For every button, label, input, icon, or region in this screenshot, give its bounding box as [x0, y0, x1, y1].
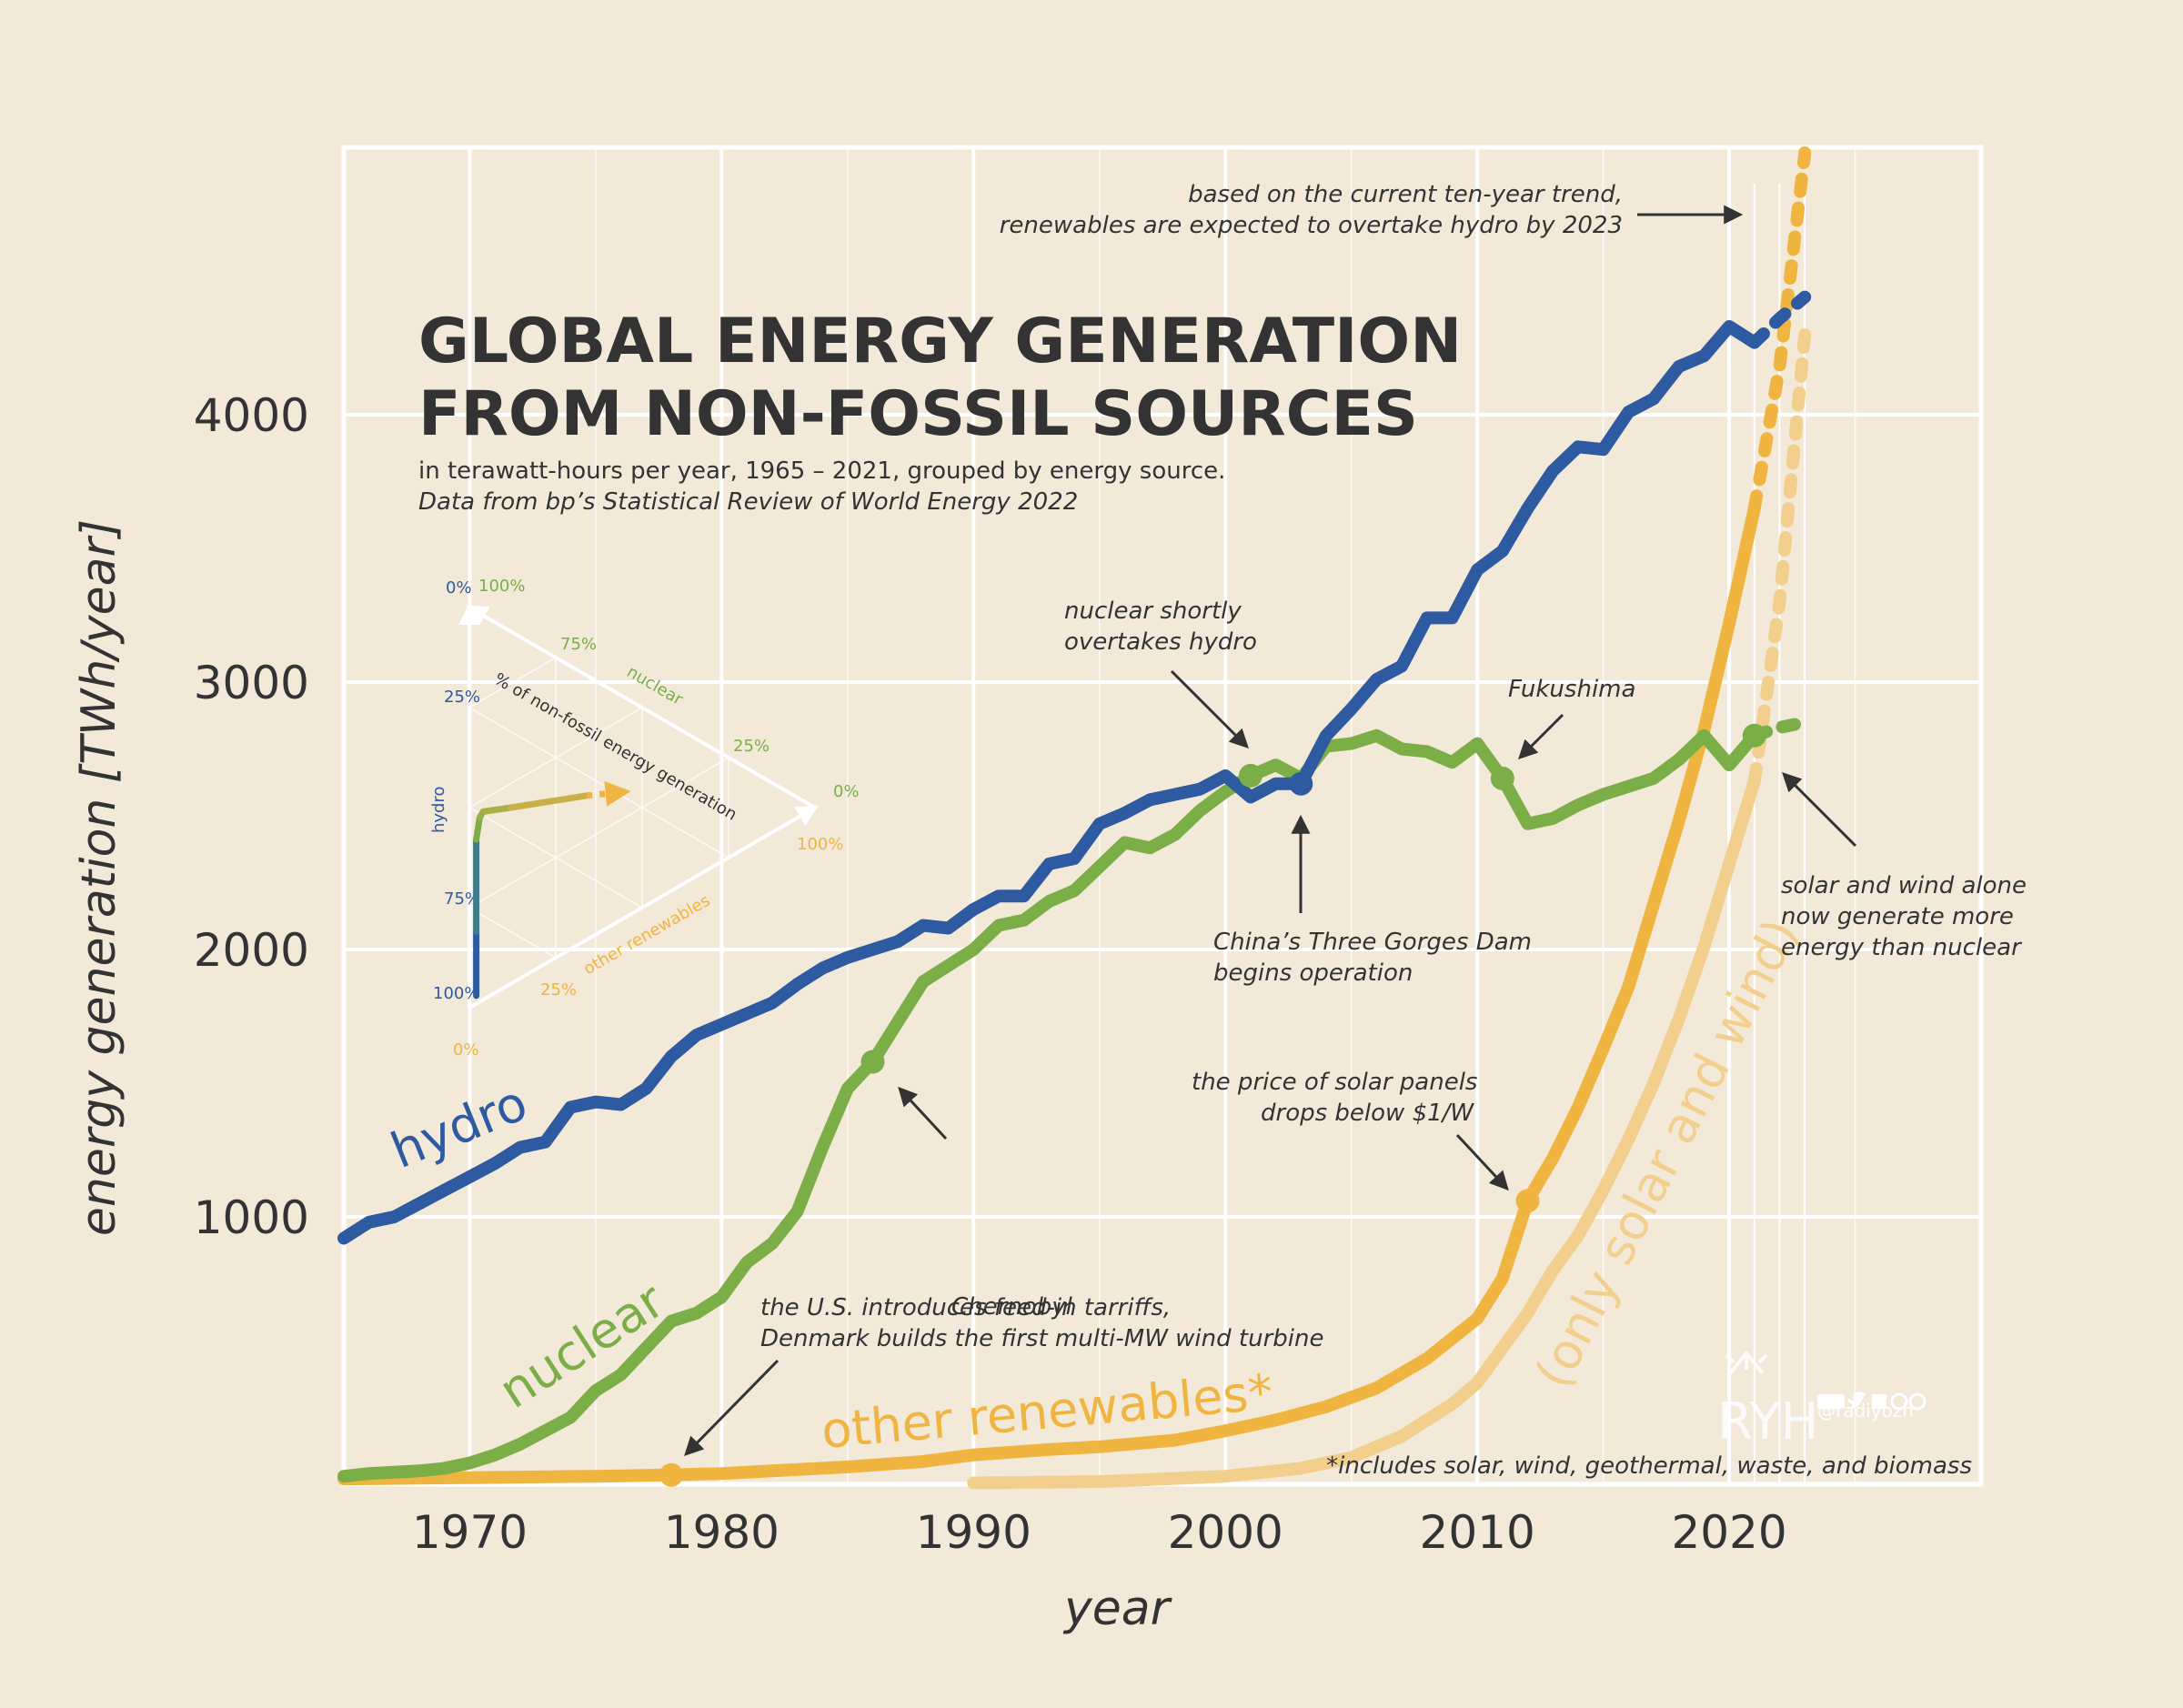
- annotation-solar-price-line-2: drops below $1/W: [1261, 1100, 1474, 1127]
- ternary-grid-line: [468, 707, 643, 809]
- ternary-grid-line: [468, 907, 557, 959]
- ticks: 1970 1980 1990 2000 2010 2020 1000 2000 3000 4000: [194, 389, 1787, 1559]
- annotation-fukushima: Fukushima: [1508, 676, 1635, 703]
- ternary-path: [473, 780, 631, 1000]
- credit-tree-icon: [1725, 1350, 1768, 1375]
- ternary-grid-line: [468, 707, 729, 859]
- twitter-icon[interactable]: [1847, 1392, 1866, 1409]
- series-layer: [337, 146, 1812, 1490]
- ternary-nuclear-tick-0: 0%: [833, 782, 860, 801]
- x-tick-label: 2010: [1420, 1506, 1535, 1559]
- behance-icon[interactable]: [1817, 1394, 1845, 1409]
- footnote: *includes solar, wind, geothermal, waste…: [1326, 1452, 1972, 1480]
- projection-line-hydro: [1747, 290, 1812, 349]
- arrow-nuclear-overtakes: [1170, 669, 1249, 749]
- subtitle-line-1: in terawatt-hours per year, 1965 – 2021,…: [418, 457, 1225, 485]
- ternary-other-tick-0: 0%: [453, 1040, 479, 1060]
- y-tick-label: 4000: [194, 389, 309, 442]
- subtitle-line-2: Data from bp’s Statistical Review of Wor…: [418, 488, 1078, 516]
- ternary-other-tick-100: 100%: [797, 835, 843, 854]
- x-tick-label: 1980: [664, 1506, 780, 1559]
- arrow-feed-in: [684, 1359, 780, 1456]
- annotation-chernobyl: Chernobyl: [951, 1293, 1073, 1321]
- ternary-hydro-tick-75: 75%: [444, 889, 480, 909]
- event-marker: [659, 1462, 683, 1487]
- y-tick-label: 3000: [194, 657, 309, 709]
- ternary-path-segment: [473, 814, 483, 843]
- chart-title-line-1: GLOBAL ENERGY GENERATION: [418, 306, 1462, 377]
- annotation-trend-line-2: renewables are expected to overtake hydr…: [1000, 212, 1623, 239]
- series-line-solar-and-wind: [967, 774, 1761, 1490]
- credit: RYH @radiyozh: [1717, 1350, 1926, 1452]
- x-tick-label: 1970: [412, 1506, 528, 1559]
- ternary-axis-hydro: hydro: [429, 786, 448, 833]
- event-marker: [860, 1050, 885, 1074]
- ternary-path-segment: [479, 804, 515, 815]
- ternary-hydro-tick-100: 100%: [433, 984, 479, 1003]
- event-marker: [1490, 766, 1514, 790]
- ternary-path-projection: [586, 780, 631, 807]
- series-line-nuclear: [337, 728, 1761, 1483]
- annotation-solar-price-line-1: the price of solar panels: [1192, 1069, 1477, 1096]
- arrow-chernobyl: [898, 1086, 948, 1140]
- ternary-nuclear-tick-25: 25%: [733, 737, 770, 756]
- ternary-grid-line: [468, 757, 729, 909]
- ternary-other-tick-25: 25%: [540, 980, 577, 1000]
- ternary-path-segment: [508, 792, 590, 811]
- ternary-grid-line: [468, 657, 557, 708]
- event-marker: [1515, 1189, 1540, 1213]
- annotation-nuclear-overtakes-line-2: overtakes hydro: [1064, 628, 1257, 656]
- annotation-three-gorges-line-2: begins operation: [1213, 959, 1413, 987]
- ternary-hydro-tick-25: 25%: [444, 688, 480, 707]
- series-line-other-renewables: [337, 501, 1761, 1486]
- y-tick-label: 2000: [194, 924, 309, 977]
- cc-icon[interactable]: [1890, 1392, 1908, 1411]
- x-axis-title: year: [1062, 1582, 1173, 1636]
- y-axis-title: energy generation [TWh/year]: [72, 519, 126, 1236]
- annotations: Chernobyl the U.S. introduces feed-in ta…: [684, 181, 2027, 1456]
- arrow-solar-wind: [1782, 772, 1857, 848]
- ternary-nuclear-tick-75: 75%: [560, 635, 597, 654]
- event-marker: [1289, 771, 1313, 796]
- arrow-solar-price: [1455, 1133, 1509, 1191]
- x-tick-label: 2020: [1671, 1506, 1786, 1559]
- annotation-three-gorges-line-1: China’s Three Gorges Dam: [1213, 929, 1532, 956]
- series-line-hydro: [337, 320, 1761, 1245]
- x-tick-label: 2000: [1168, 1506, 1283, 1559]
- ternary-nuclear-tick-100: 100%: [478, 577, 525, 596]
- annotation-solar-wind-line-2: now generate more: [1781, 903, 2014, 930]
- ternary-grid: [458, 603, 820, 1010]
- arrow-fukushima: [1518, 713, 1564, 759]
- blog-icon[interactable]: [1872, 1394, 1886, 1409]
- annotation-solar-wind-line-3: energy than nuclear: [1781, 934, 2023, 961]
- credit-logo: RYH: [1717, 1392, 1819, 1452]
- annotation-trend-line-1: based on the current ten-year trend,: [1188, 181, 1623, 208]
- event-marker: [1742, 723, 1766, 748]
- chart-title-line-2: FROM NON-FOSSIL SOURCES: [418, 378, 1418, 450]
- annotation-nuclear-overtakes-line-1: nuclear shortly: [1064, 598, 1242, 625]
- annotation-solar-wind-line-1: solar and wind alone: [1781, 872, 2027, 899]
- x-tick-label: 1990: [916, 1506, 1031, 1559]
- annotation-feed-in-line-1: the U.S. introduces feed-in tarriffs,: [760, 1294, 1171, 1321]
- cc-by-icon[interactable]: [1908, 1392, 1926, 1411]
- projection-line-other-renewables: [1747, 146, 1812, 515]
- y-tick-label: 1000: [194, 1191, 309, 1244]
- grid: [341, 145, 1984, 1487]
- ternary-hydro-tick-0: 0%: [446, 578, 472, 598]
- event-marker: [1238, 763, 1263, 788]
- annotation-feed-in-line-2: Denmark builds the first multi-MW wind t…: [760, 1325, 1323, 1352]
- projection-line-solar-and-wind: [1747, 327, 1812, 788]
